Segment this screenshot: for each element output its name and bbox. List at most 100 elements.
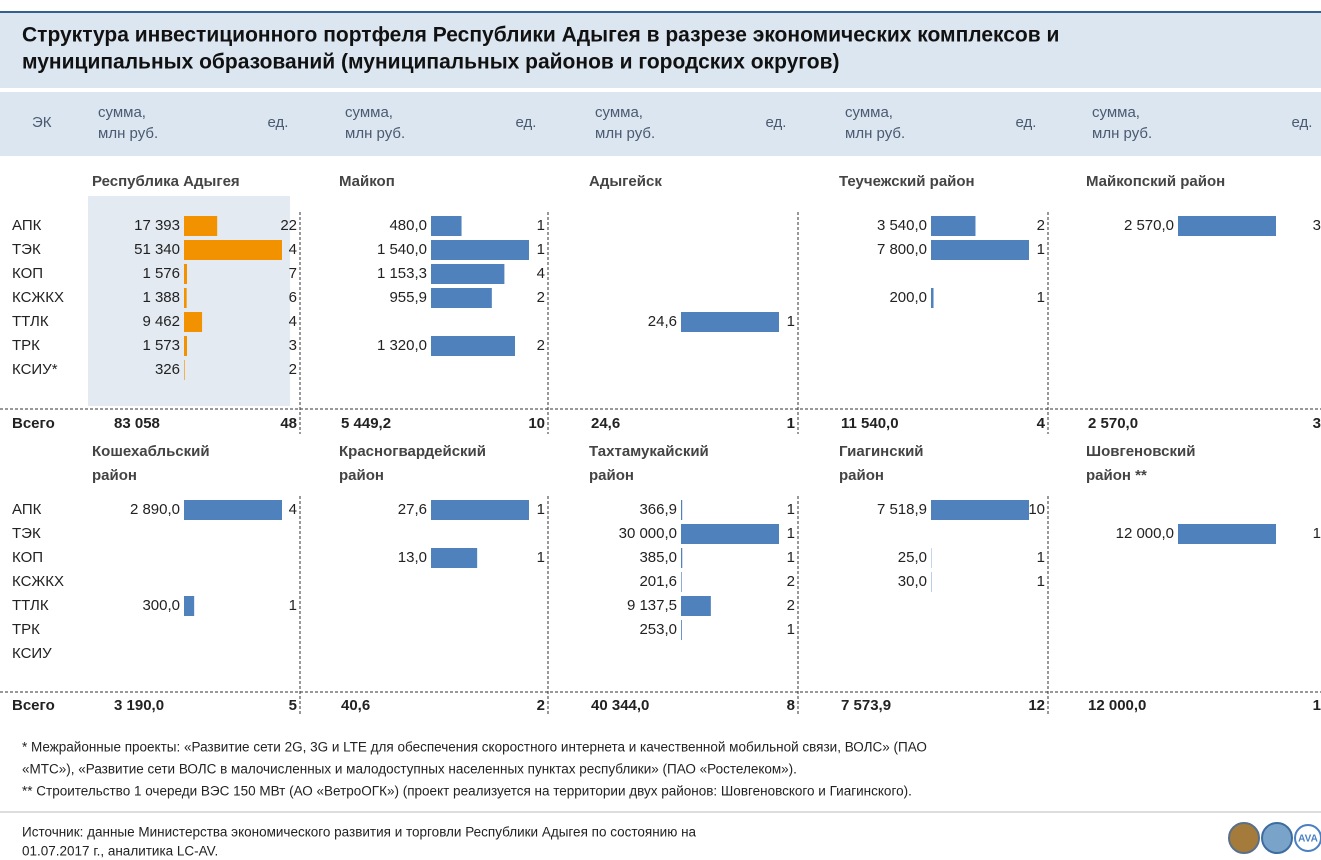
- area-total-count: 2: [537, 697, 545, 714]
- bar: [184, 240, 282, 260]
- row-label: АПК: [12, 501, 42, 518]
- bar: [184, 500, 282, 520]
- area-total: 12 000,0: [1088, 697, 1146, 714]
- source: Источник: данные Министерства экономичес…: [22, 825, 697, 840]
- cell-count: 6: [289, 289, 297, 306]
- cell-count: 1: [787, 525, 795, 542]
- cell-value: 9 462: [142, 313, 180, 330]
- sum-header: сумма,: [1092, 104, 1140, 121]
- row-label: ТРК: [12, 621, 40, 638]
- row-label: КСЖКХ: [12, 573, 64, 590]
- area-total-count: 1: [787, 415, 795, 432]
- row-label: КСЖКХ: [12, 289, 64, 306]
- bar: [184, 360, 185, 380]
- area-total: 11 540,0: [841, 415, 899, 432]
- cell-value: 480,0: [389, 217, 427, 234]
- area-total-count: 12: [1028, 697, 1045, 714]
- area-name: Адыгейск: [589, 173, 662, 190]
- cell-count: 2: [537, 337, 545, 354]
- area-name: Кошехабльский: [92, 443, 210, 460]
- cell-value: 7 800,0: [877, 241, 927, 258]
- sum-header: сумма,: [98, 104, 146, 121]
- cell-value: 955,9: [389, 289, 427, 306]
- sum-header: млн руб.: [98, 125, 158, 142]
- row-label: ТЭК: [12, 525, 41, 542]
- area-name: район **: [1086, 467, 1147, 484]
- cell-count: 1: [537, 241, 545, 258]
- area-total-count: 1: [1313, 697, 1321, 714]
- cell-value: 385,0: [639, 549, 677, 566]
- cell-value: 2 570,0: [1124, 217, 1174, 234]
- bar: [431, 240, 529, 260]
- area-name: Республика Адыгея: [92, 173, 240, 190]
- cell-count: 1: [1037, 573, 1045, 590]
- area-name: район: [589, 467, 634, 484]
- cell-count: 4: [289, 241, 297, 258]
- cell-count: 2: [787, 573, 795, 590]
- logo: [1261, 822, 1293, 854]
- bar: [431, 548, 478, 568]
- cell-value: 366,9: [639, 501, 677, 518]
- bar: [681, 572, 682, 592]
- cell-count: 1: [1037, 241, 1045, 258]
- cell-value: 1 153,3: [377, 265, 427, 282]
- row-label: ТЭК: [12, 241, 41, 258]
- logo-text: AVA: [1298, 834, 1318, 845]
- bar: [431, 336, 515, 356]
- cell-count: 4: [537, 265, 545, 282]
- total-label: Всего: [12, 697, 55, 714]
- cell-value: 1 576: [142, 265, 180, 282]
- total-label: Всего: [12, 415, 55, 432]
- cell-count: 7: [289, 265, 297, 282]
- cell-count: 2: [787, 597, 795, 614]
- cell-value: 17 393: [134, 217, 180, 234]
- area-name: район: [839, 467, 884, 484]
- bar: [184, 288, 187, 308]
- area-name: Тахтамукайский: [589, 443, 709, 460]
- bar: [431, 216, 462, 236]
- cell-count: 1: [289, 597, 297, 614]
- row-label: ТТЛК: [12, 313, 49, 330]
- cell-count: 1: [1037, 549, 1045, 566]
- bar: [681, 312, 779, 332]
- row-label: ТРК: [12, 337, 40, 354]
- cell-count: 22: [280, 217, 297, 234]
- unit-header: ед.: [1292, 114, 1313, 131]
- cell-value: 2 890,0: [130, 501, 180, 518]
- cell-count: 10: [1028, 501, 1045, 518]
- bar: [681, 524, 779, 544]
- cell-value: 30,0: [898, 573, 927, 590]
- ek-header: ЭК: [32, 114, 52, 131]
- cell-value: 9 137,5: [627, 597, 677, 614]
- cell-count: 1: [537, 501, 545, 518]
- cell-count: 1: [787, 621, 795, 638]
- row-label: ТТЛК: [12, 597, 49, 614]
- cell-count: 2: [537, 289, 545, 306]
- cell-value: 253,0: [639, 621, 677, 638]
- footnote: «МТС»), «Развитие сети ВОЛС в малочислен…: [22, 762, 797, 777]
- cell-count: 1: [1313, 525, 1321, 542]
- bar: [931, 500, 1029, 520]
- row-label: КСИУ: [12, 645, 52, 662]
- cell-value: 51 340: [134, 241, 180, 258]
- title-band: [0, 12, 1321, 88]
- cell-value: 13,0: [398, 549, 427, 566]
- sum-header: млн руб.: [1092, 125, 1152, 142]
- cell-count: 2: [289, 361, 297, 378]
- cell-value: 1 540,0: [377, 241, 427, 258]
- sum-header: сумма,: [595, 104, 643, 121]
- cell-value: 12 000,0: [1116, 525, 1174, 542]
- cell-value: 7 518,9: [877, 501, 927, 518]
- row-label: АПК: [12, 217, 42, 234]
- source: 01.07.2017 г., аналитика LC-AV.: [22, 844, 218, 859]
- cell-count: 4: [289, 501, 297, 518]
- cell-count: 2: [1037, 217, 1045, 234]
- sum-header: сумма,: [345, 104, 393, 121]
- cell-value: 200,0: [889, 289, 927, 306]
- unit-header: ед.: [766, 114, 787, 131]
- bar: [1178, 524, 1276, 544]
- area-name: Шовгеновский: [1086, 443, 1195, 460]
- unit-header: ед.: [268, 114, 289, 131]
- footnote: * Межрайонные проекты: «Развитие сети 2G…: [22, 740, 927, 755]
- bar: [681, 620, 682, 640]
